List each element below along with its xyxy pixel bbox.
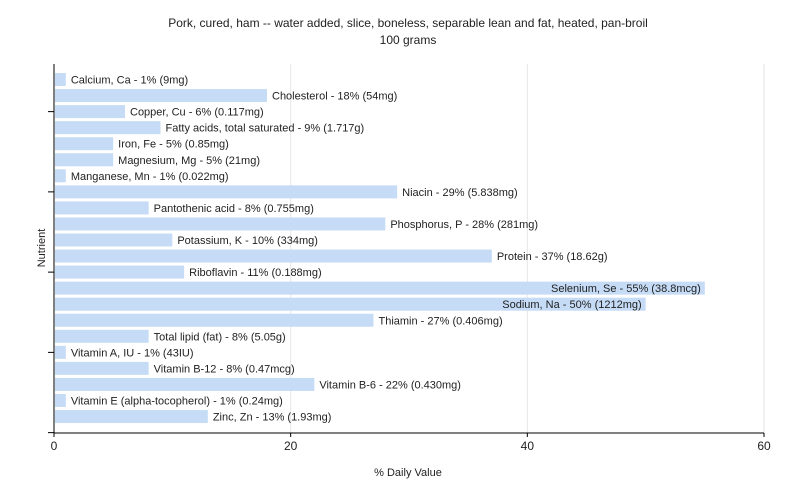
bar: [55, 137, 114, 151]
x-tick-label: 40: [521, 439, 535, 453]
bar-label: Iron, Fe - 5% (0.85mg): [118, 139, 229, 151]
bar: [55, 265, 185, 279]
bar-label: Magnesium, Mg - 5% (21mg): [118, 155, 260, 167]
bar: [55, 377, 315, 391]
bar-label: Vitamin B-6 - 22% (0.430mg): [319, 379, 461, 391]
bar-label: Niacin - 29% (5.838mg): [402, 187, 518, 199]
bar-label: Phosphorus, P - 28% (281mg): [390, 219, 538, 231]
bar: [55, 233, 173, 247]
x-tick-label: 60: [757, 439, 771, 453]
bar: [55, 281, 705, 295]
bar: [55, 201, 149, 215]
bar: [55, 361, 149, 375]
bar-label: Vitamin B-12 - 8% (0.47mcg): [154, 363, 295, 375]
bar-label: Vitamin E (alpha-tocopherol) - 1% (0.24m…: [71, 396, 283, 408]
y-axis-label: Nutrient: [36, 229, 48, 268]
bar-label: Thiamin - 27% (0.406mg): [379, 315, 503, 327]
bar: [55, 105, 125, 119]
bar-label: Zinc, Zn - 13% (1.93mg): [213, 412, 332, 424]
bar: [55, 217, 386, 231]
bar-label: Protein - 37% (18.62g): [497, 251, 608, 263]
bar: [55, 185, 398, 199]
x-axis-label: % Daily Value: [374, 467, 442, 479]
bar: [55, 394, 66, 407]
bar: [55, 345, 66, 359]
x-tick-label: 20: [284, 439, 298, 453]
chart-subtitle: 100 grams: [380, 33, 437, 47]
bar: [55, 73, 66, 86]
bar-label: Potassium, K - 10% (334mg): [177, 235, 318, 247]
gridlines: [290, 64, 765, 433]
bar: [55, 121, 161, 135]
bar-label: Selenium, Se - 55% (38.8mcg): [551, 283, 701, 295]
bar: [55, 249, 492, 263]
bar: [55, 313, 374, 327]
bar-label: Vitamin A, IU - 1% (43IU): [71, 347, 194, 359]
bar-label: Cholesterol - 18% (54mg): [272, 91, 397, 103]
bar-label: Sodium, Na - 50% (1212mg): [502, 299, 641, 311]
bar-label: Copper, Cu - 6% (0.117mg): [130, 107, 264, 119]
bar-label: Pantothenic acid - 8% (0.755mg): [154, 203, 314, 215]
bar-label: Manganese, Mn - 1% (0.022mg): [71, 171, 229, 183]
bar-label: Fatty acids, total saturated - 9% (1.717…: [166, 123, 365, 135]
x-tick-label: 0: [51, 439, 58, 453]
bar: [55, 89, 267, 103]
bar: [55, 410, 208, 424]
bar-label: Riboflavin - 11% (0.188mg): [189, 267, 321, 279]
axes: 0 20 40 60: [48, 64, 771, 453]
bar: [55, 297, 646, 311]
bar: [55, 169, 66, 183]
bar: [55, 153, 114, 167]
bar-label: Total lipid (fat) - 8% (5.05g): [154, 331, 286, 343]
bars: Calcium, Ca - 1% (9mg) Cholesterol - 18% …: [55, 73, 705, 424]
bar: [55, 329, 149, 343]
chart-title: Pork, cured, ham -- water added, slice, …: [168, 16, 648, 30]
bar-label: Calcium, Ca - 1% (9mg): [71, 75, 188, 87]
